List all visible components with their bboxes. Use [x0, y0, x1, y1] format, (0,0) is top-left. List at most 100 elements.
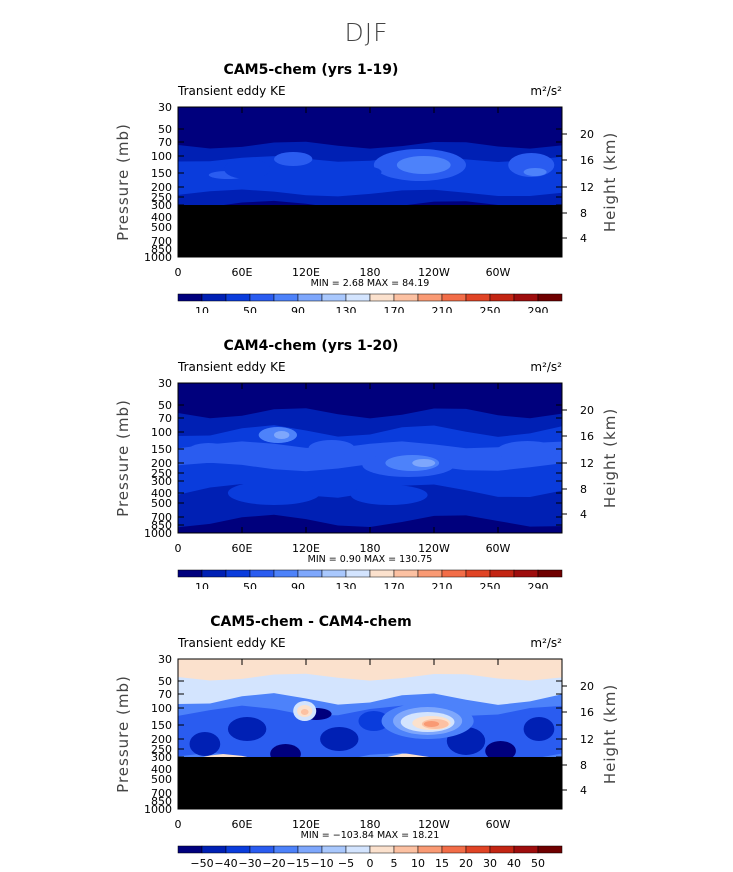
y-tick-label: 850 — [151, 519, 172, 532]
masked-region — [178, 757, 562, 809]
colorbar-swatch — [489, 569, 515, 578]
y-tick-label: 700 — [151, 787, 172, 800]
panel-cam5: CAM5-chem (yrs 1-19) Transient eddy KE m²/… — [0, 55, 733, 313]
y-tick-label: 500 — [151, 773, 172, 786]
colorbar-label: 170 — [384, 581, 405, 589]
colorbar-label: 290 — [528, 581, 549, 589]
colorbar-swatch — [393, 293, 419, 302]
x-tick-label: 0 — [175, 542, 182, 555]
colorbar-label: 290 — [528, 305, 549, 313]
contour-blob — [224, 159, 271, 179]
colorbar-label: −20 — [262, 857, 285, 870]
colorbar-swatch — [297, 569, 323, 578]
colorbar-swatch — [345, 845, 371, 854]
y-tick-label: 300 — [151, 199, 172, 212]
y-tick-label: 700 — [151, 235, 172, 248]
colorbar-swatch — [465, 569, 491, 578]
x-tick-label: 180 — [360, 542, 381, 555]
colorbar-swatch — [201, 293, 227, 302]
y-axis-title: Pressure (mb) — [114, 123, 132, 241]
contour-blob — [189, 732, 221, 756]
height-axis-title: Height (km) — [601, 408, 619, 508]
colorbar-swatch — [345, 293, 371, 302]
chart-title: CAM5-chem (yrs 1-19) — [224, 62, 399, 78]
contour-blob — [308, 440, 355, 456]
y-tick-label: 500 — [151, 497, 172, 510]
y-tick-label: 850 — [151, 795, 172, 808]
colorbar-swatch — [369, 569, 395, 578]
colorbar-swatch — [321, 569, 347, 578]
colorbar-label: 10 — [195, 305, 209, 313]
colorbar-swatch — [417, 569, 443, 578]
colorbar-swatch — [513, 293, 539, 302]
y-tick-label: 250 — [151, 191, 172, 204]
colorbar-label: 170 — [384, 305, 405, 313]
colorbar-swatch — [225, 845, 251, 854]
chart-title: CAM4-chem (yrs 1-20) — [224, 338, 399, 354]
colorbar-swatch — [273, 845, 299, 854]
colorbar-label: −15 — [286, 857, 309, 870]
y-tick-label: 70 — [158, 136, 172, 149]
units-label: m²/s² — [530, 84, 562, 98]
colorbar-swatch — [249, 569, 275, 578]
colorbar-swatch — [489, 293, 515, 302]
contour-blob — [485, 741, 516, 761]
contour-blob — [300, 709, 309, 715]
height-tick-label: 8 — [580, 207, 587, 220]
x-tick-label: 0 — [175, 818, 182, 831]
colorbar-label: 130 — [336, 305, 357, 313]
y-tick-label: 200 — [151, 733, 172, 746]
units-label: m²/s² — [530, 360, 562, 374]
y-tick-label: 1000 — [144, 251, 172, 264]
y-axis-title: Pressure (mb) — [114, 399, 132, 517]
y-tick-label: 50 — [158, 675, 172, 688]
x-tick-label: 60E — [232, 542, 253, 555]
field — [178, 107, 562, 257]
colorbar-swatch — [393, 569, 419, 578]
y-tick-label: 150 — [151, 167, 172, 180]
contour-blob — [227, 717, 267, 741]
colorbar-swatch — [249, 845, 275, 854]
y-tick-label: 100 — [151, 150, 172, 163]
contour-blob — [350, 485, 428, 505]
colorbar-swatch — [465, 293, 491, 302]
x-tick-label: 180 — [360, 818, 381, 831]
y-tick-label: 1000 — [144, 527, 172, 540]
y-tick-label: 30 — [158, 101, 172, 114]
colorbar-swatch — [201, 569, 227, 578]
height-tick-label: 4 — [580, 232, 587, 245]
y-tick-label: 70 — [158, 412, 172, 425]
contour-blob — [385, 455, 440, 471]
colorbar-swatch — [225, 569, 251, 578]
height-tick-label: 4 — [580, 508, 587, 521]
colorbar-label: −10 — [310, 857, 333, 870]
colorbar-label: −30 — [238, 857, 261, 870]
y-tick-label: 30 — [158, 653, 172, 666]
y-axis-title: Pressure (mb) — [114, 675, 132, 793]
colorbar-swatch — [297, 845, 323, 854]
x-tick-label: 120W — [418, 266, 450, 279]
colorbar-swatch — [417, 845, 443, 854]
x-tick-label: 60W — [486, 266, 511, 279]
colorbar-swatch — [393, 845, 419, 854]
colorbar-swatch — [537, 845, 563, 854]
colorbar-swatch — [321, 845, 347, 854]
y-tick-label: 400 — [151, 211, 172, 224]
height-tick-label: 8 — [580, 483, 587, 496]
contour-blob — [185, 443, 232, 463]
colorbar-swatch — [441, 293, 467, 302]
colorbar-swatch — [417, 293, 443, 302]
colorbar-swatch — [441, 845, 467, 854]
y-tick-label: 50 — [158, 399, 172, 412]
colorbar-label: 30 — [483, 857, 497, 870]
figure-title: DJF — [344, 18, 389, 47]
height-tick-label: 12 — [580, 733, 594, 746]
x-tick-label: 180 — [360, 266, 381, 279]
colorbar-swatch — [297, 293, 323, 302]
min-max-stats: MIN = 0.90 MAX = 130.75 — [308, 554, 433, 565]
chart-svg: CAM5-chem - CAM4-chem Transient eddy KE m²… — [114, 614, 619, 870]
x-tick-label: 60E — [232, 266, 253, 279]
contour-blob — [343, 166, 382, 178]
panel-cam4: CAM4-chem (yrs 1-20) Transient eddy KE m²/… — [0, 331, 733, 589]
units-label: m²/s² — [530, 636, 562, 650]
